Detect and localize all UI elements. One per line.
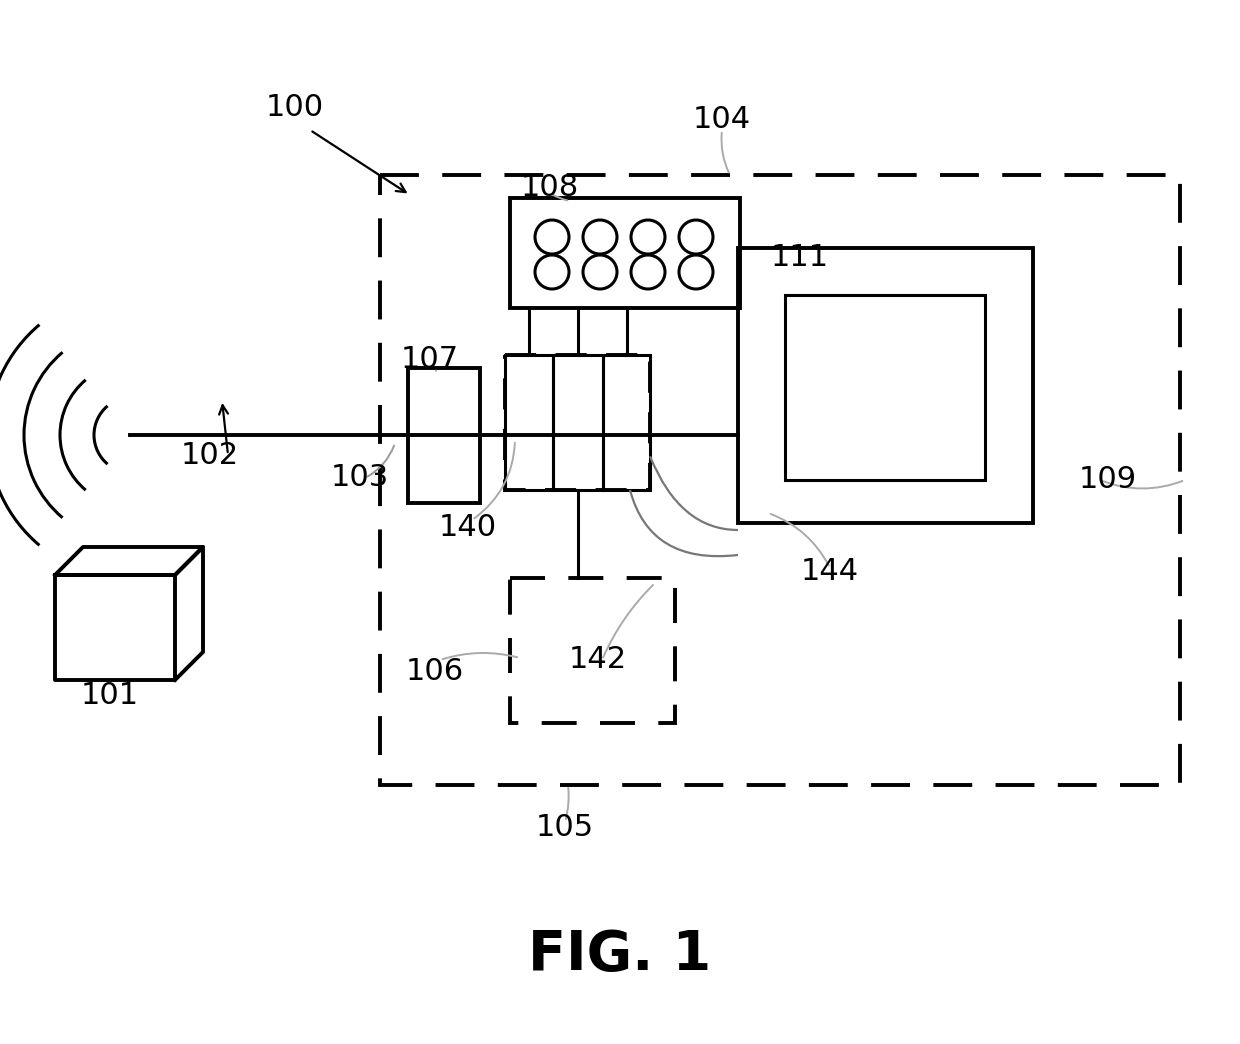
Bar bbox=[738, 248, 1033, 523]
Text: 100: 100 bbox=[265, 93, 324, 121]
Text: 104: 104 bbox=[693, 105, 751, 135]
Text: 105: 105 bbox=[536, 813, 594, 843]
Text: 111: 111 bbox=[771, 243, 830, 272]
Text: 108: 108 bbox=[521, 173, 579, 203]
Text: 106: 106 bbox=[405, 658, 464, 687]
Bar bbox=[505, 355, 650, 490]
Text: 144: 144 bbox=[801, 557, 859, 587]
Text: 142: 142 bbox=[569, 645, 627, 674]
Text: FIG. 1: FIG. 1 bbox=[528, 928, 712, 982]
Bar bbox=[603, 355, 650, 490]
Text: 107: 107 bbox=[401, 346, 459, 375]
Text: 102: 102 bbox=[181, 441, 239, 470]
Bar bbox=[505, 355, 553, 490]
Text: 140: 140 bbox=[439, 514, 497, 543]
Bar bbox=[785, 295, 985, 480]
Bar bbox=[408, 367, 480, 503]
Bar bbox=[510, 578, 675, 723]
Bar bbox=[510, 198, 740, 308]
Bar bbox=[553, 355, 603, 490]
Text: 101: 101 bbox=[81, 681, 139, 710]
Bar bbox=[379, 175, 1180, 785]
Text: 103: 103 bbox=[331, 464, 389, 493]
Text: 109: 109 bbox=[1079, 466, 1137, 495]
